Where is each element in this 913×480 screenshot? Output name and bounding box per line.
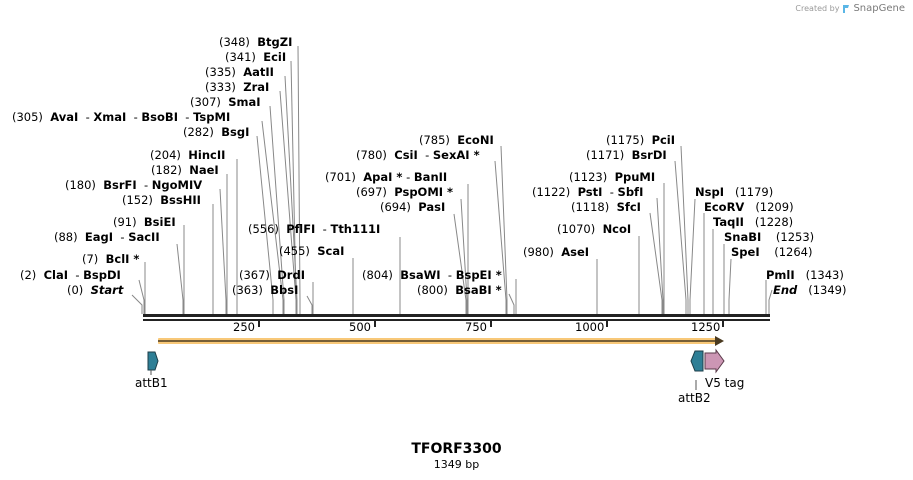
attb1-feature[interactable]	[147, 351, 159, 375]
tick-label-1000: 1000	[575, 320, 605, 334]
site-psti-group[interactable]: (1122) PstI - SbfI	[532, 185, 644, 199]
sequence-length: 1349 bp	[433, 458, 480, 471]
site-bcli[interactable]: (7) BclI *	[82, 252, 140, 266]
site-hincii[interactable]: (204) HincII	[150, 148, 226, 162]
site-eagi-group[interactable]: (88) EagI - SacII	[54, 230, 160, 244]
site-ecii[interactable]: (341) EciI	[225, 50, 287, 64]
tick-label-750: 750	[465, 320, 487, 334]
site-sfci[interactable]: (1118) SfcI	[571, 200, 641, 214]
site-bsshii[interactable]: (152) BssHII	[122, 193, 201, 207]
site-pspomi[interactable]: (697) PspOMI *	[356, 185, 454, 199]
tick-label-500: 500	[349, 320, 371, 334]
credit-brand: SnapGene	[853, 3, 905, 14]
v5-tag-label[interactable]: V5 tag	[705, 376, 745, 390]
axis-ticks	[258, 321, 724, 327]
site-pflfi-group[interactable]: (556) PflFI - Tth111I	[248, 222, 381, 236]
site-pcii[interactable]: (1175) PciI	[606, 133, 676, 147]
site-clai-group[interactable]: (2) ClaI - BspDI	[20, 268, 121, 282]
site-taqii[interactable]: TaqII (1228)	[713, 215, 794, 229]
attb1-label[interactable]: attB1	[135, 376, 168, 390]
site-ppumi[interactable]: (1123) PpuMI	[569, 170, 656, 184]
site-bsgi[interactable]: (282) BsgI	[183, 125, 250, 139]
site-csii-group[interactable]: (780) CsiI - SexAI *	[356, 148, 480, 162]
site-naei[interactable]: (182) NaeI	[151, 163, 219, 177]
site-aatii[interactable]: (335) AatII	[205, 65, 274, 79]
site-zrai[interactable]: (333) ZraI	[205, 80, 270, 94]
credit-text: Created by	[795, 4, 840, 13]
site-ecorv[interactable]: EcoRV (1209)	[704, 200, 794, 214]
credit: Created by SnapGene	[795, 3, 905, 14]
site-bsabi[interactable]: (800) BsaBI *	[417, 283, 502, 297]
site-bsawi-group[interactable]: (804) BsaWI - BspEI *	[362, 268, 502, 282]
site-nspi[interactable]: NspI (1179)	[695, 185, 774, 199]
site-bsiei[interactable]: (91) BsiEI	[113, 215, 176, 229]
tick-label-250: 250	[233, 320, 255, 334]
tick-label-1250: 1250	[691, 320, 721, 334]
site-asei[interactable]: (980) AseI	[523, 245, 590, 259]
site-btgzi[interactable]: (348) BtgZI	[219, 35, 293, 49]
site-drdi[interactable]: (367) DrdI	[239, 268, 305, 282]
snapgene-logo-icon	[843, 4, 850, 13]
site-end[interactable]: End (1349)	[773, 283, 847, 297]
site-avai-group[interactable]: (305) AvaI - XmaI - BsoBI - TspMI	[12, 110, 231, 124]
sequence-title: TFORF3300	[411, 441, 502, 457]
site-start[interactable]: (0) Start	[67, 283, 124, 297]
orf-feature[interactable]	[158, 336, 724, 346]
sequence-backbone	[143, 314, 770, 321]
site-scai[interactable]: (455) ScaI	[279, 244, 345, 258]
site-snabi[interactable]: SnaBI (1253)	[724, 230, 815, 244]
site-bbsi[interactable]: (363) BbsI	[232, 283, 299, 297]
site-pmli[interactable]: PmlI (1343)	[766, 268, 844, 282]
site-apai-group[interactable]: (701) ApaI * - BanII	[325, 170, 448, 184]
attb2-feature[interactable]	[690, 350, 704, 390]
site-ncoi[interactable]: (1070) NcoI	[557, 222, 632, 236]
site-pasi[interactable]: (694) PasI	[380, 200, 446, 214]
site-bsrfi-group[interactable]: (180) BsrFI - NgoMIV	[65, 178, 203, 192]
attb2-label[interactable]: attB2	[678, 391, 711, 405]
v5-tag-feature[interactable]	[704, 348, 725, 374]
site-bsrdi[interactable]: (1171) BsrDI	[586, 148, 667, 162]
cut-site-lines	[131, 45, 773, 314]
site-econi[interactable]: (785) EcoNI	[419, 133, 494, 147]
site-smai[interactable]: (307) SmaI	[190, 95, 261, 109]
site-spei[interactable]: SpeI (1264)	[731, 245, 813, 259]
